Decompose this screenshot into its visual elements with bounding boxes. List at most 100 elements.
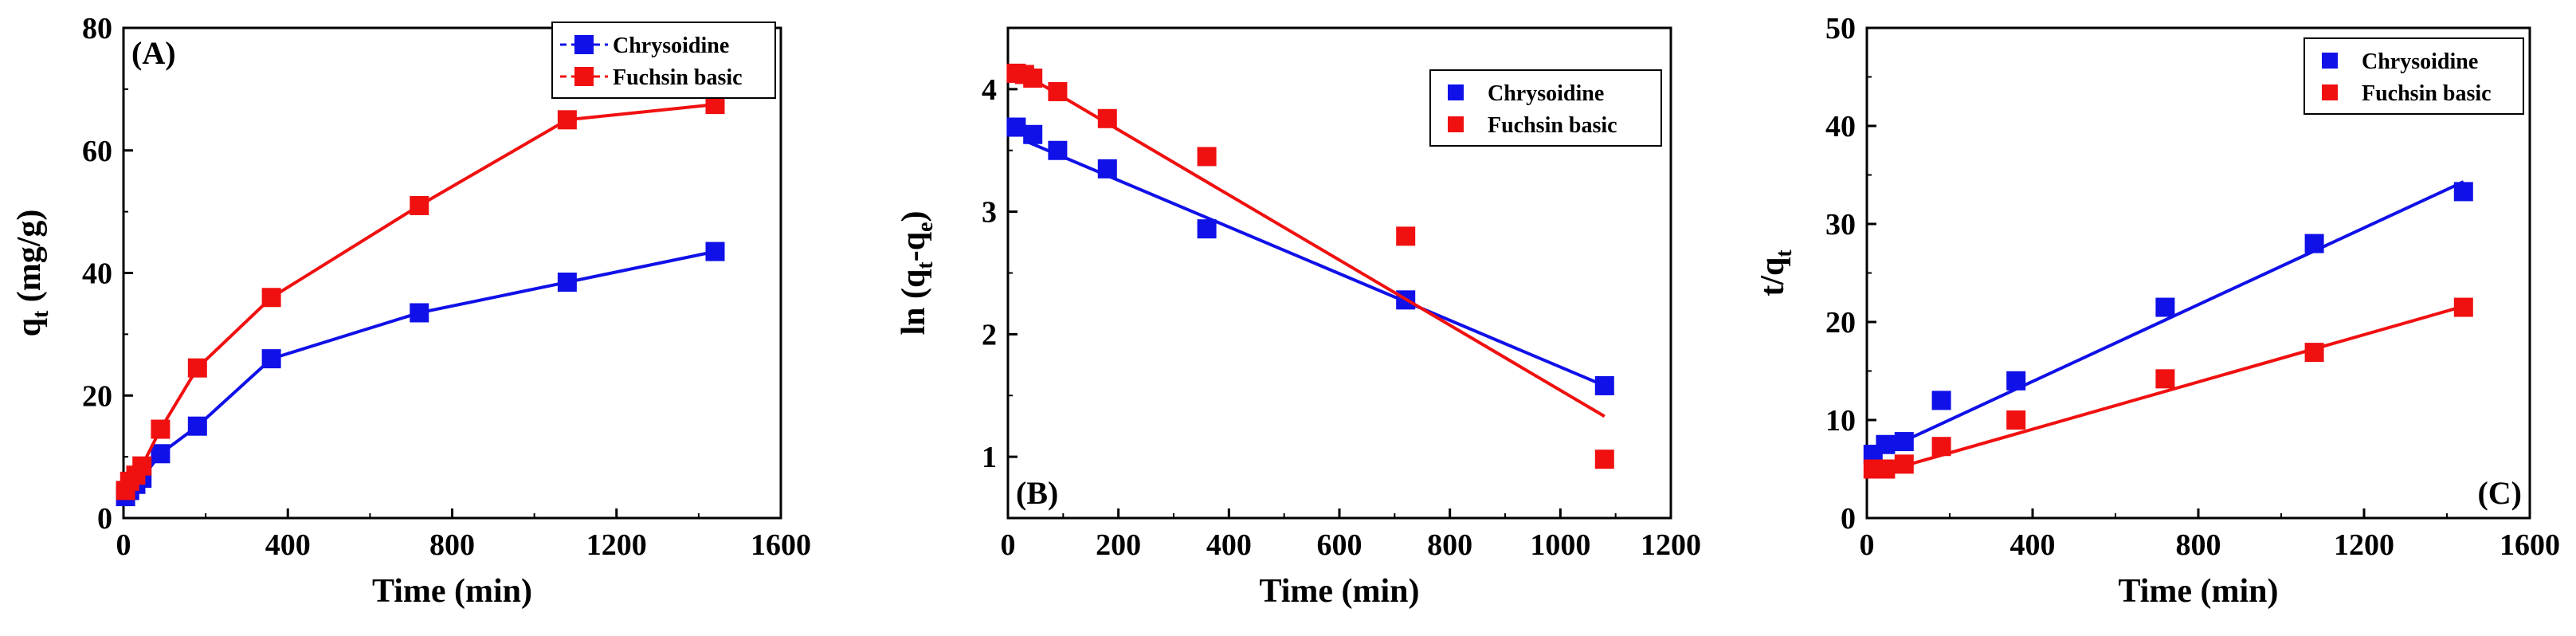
y-tick-label: 3 [982,196,997,230]
y-tick-label: 2 [982,318,997,351]
x-tick-label: 1000 [1530,528,1590,562]
chart-panel-2: 0 200 400 600 800 1000 1200 1 2 3 4 Time (min) ln (q… [896,26,1701,610]
data-point [410,303,429,323]
series-fuchsin-basic [1863,297,2473,479]
legend-label: Chrysoidine [1488,81,1604,106]
y-axis-title: ln (qt-qe) [896,211,938,336]
chart-panel-1: 0 400 800 1200 1600 0 20 40 60 80 Time (min) qt (mg… [11,12,811,610]
data-point [2006,410,2026,430]
legend: Chrysoidine Fuchsin basic [2304,37,2524,115]
y-axis-title-part: (mg/g) [11,210,48,311]
legend-marker [2322,84,2338,100]
legend-label: Chrysoidine [613,33,729,58]
data-point [1876,459,1896,479]
x-tick-label: 800 [2176,528,2221,562]
data-point [557,110,577,130]
y-tick-label: 20 [82,379,112,413]
data-point [1594,375,1614,395]
legend-entry: Fuchsin basic [1448,113,1617,138]
x-tick-label: 0 [1001,528,1016,562]
legend-marker [574,35,594,54]
x-tick-label: 400 [265,528,311,562]
data-point [2304,343,2324,363]
x-axis-title: Time (min) [2118,573,2278,610]
x-tick-label: 1200 [586,528,647,562]
x-tick-label: 600 [1317,528,1362,562]
data-point [2453,182,2473,202]
data-point [1023,69,1043,88]
x-tick-label: 0 [116,528,131,562]
legend-entry: Chrysoidine [560,33,729,58]
data-point [1006,117,1026,137]
y-tick-label: 80 [82,12,112,45]
data-point [557,273,577,292]
y-tick-label: 0 [97,502,112,536]
y-tick-label: 30 [1825,208,1856,241]
fit-line [1868,304,2464,478]
x-tick-label: 800 [1427,528,1472,562]
data-point [1594,450,1614,469]
series-chrysoidine [1863,180,2473,465]
x-tick-label: 400 [2010,528,2056,562]
panel-label: (C) [2477,475,2522,511]
y-axis-title: qt (mg/g) [11,210,53,337]
legend-label: Fuchsin basic [2362,81,2492,106]
legend-marker [1448,84,1464,100]
y-axis-title-part: ) [896,211,932,222]
x-tick-label: 1200 [2334,528,2394,562]
legend-marker [2322,53,2338,69]
legend-box [1429,69,1662,147]
data-point [151,419,171,439]
legend-marker [1448,116,1464,132]
x-axis-title: Time (min) [372,573,532,610]
data-point [1894,454,1914,474]
y-axis-title-subscript: t [1772,249,1797,257]
fit-line [1868,180,2464,459]
legend: Chrysoidine Fuchsin basic [551,22,776,99]
data-point [187,358,207,378]
fit-line [1024,139,1606,387]
data-point [2155,297,2175,317]
data-point [1396,226,1416,246]
data-point [1931,391,1951,410]
y-tick-label: 50 [1825,12,1856,45]
y-tick-label: 40 [1825,110,1856,143]
panel-label: (A) [131,35,176,71]
y-tick-label: 4 [982,73,997,107]
series-chrysoidine [116,241,725,507]
legend-label: Fuchsin basic [613,65,743,90]
x-tick-label: 800 [429,528,475,562]
series-line [124,249,716,498]
data-point [151,444,171,464]
data-point [132,456,152,476]
y-tick-label: 0 [1841,502,1856,536]
data-point [1894,432,1914,452]
legend-entry: Chrysoidine [2322,49,2478,74]
series-fuchsin-basic [1006,63,1614,469]
y-axis-title-part: ln (q [896,269,932,336]
x-tick-label: 1200 [1641,528,1701,562]
legend-label: Chrysoidine [2362,49,2478,74]
y-axis-title: t/qt [1755,249,1797,296]
data-point [187,416,207,436]
y-axis-title-subscript: e [913,222,938,232]
plot-frame [122,26,782,520]
y-axis-title-part: t/q [1755,257,1791,296]
data-point [705,241,725,261]
legend-entry: Fuchsin basic [560,65,743,90]
data-point [1197,219,1217,239]
y-axis-title-part: -q [896,232,932,261]
data-point [261,288,281,308]
data-point [1931,437,1951,457]
data-point [2453,297,2473,317]
data-point [1048,81,1068,101]
y-tick-label: 40 [82,257,112,291]
data-point [1097,108,1117,128]
data-point [261,349,281,369]
legend-box [2304,37,2524,115]
data-point [410,195,429,215]
data-point [2006,371,2026,391]
data-point [2304,234,2324,253]
legend: Chrysoidine Fuchsin basic [1429,69,1662,147]
